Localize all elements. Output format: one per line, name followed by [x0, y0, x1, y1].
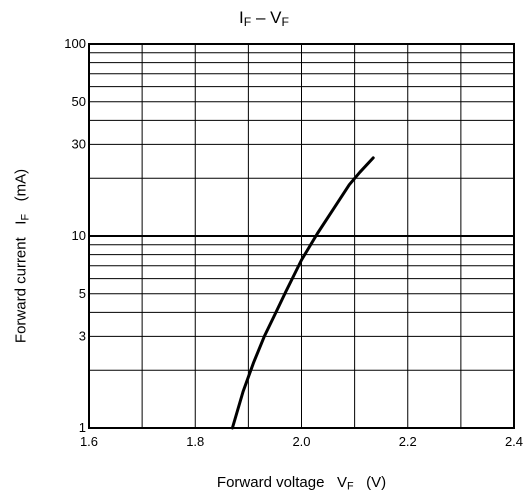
plot-frame [88, 43, 515, 429]
x-axis-label: Forward voltage VF (V) [216, 474, 387, 493]
y-tick-label: 30 [72, 136, 86, 151]
chart-title: IF – VF [239, 8, 289, 30]
y-tick-label: 5 [79, 286, 86, 301]
y-tick-label: 100 [64, 36, 86, 51]
x-tick-label: 2.4 [505, 434, 523, 449]
y-tick-label: 1 [79, 420, 86, 435]
y-tick-label: 10 [72, 228, 86, 243]
x-tick-label: 2.2 [399, 434, 417, 449]
y-tick-label: 3 [79, 328, 86, 343]
x-tick-label: 1.6 [80, 434, 98, 449]
x-tick-label: 1.8 [186, 434, 204, 449]
series-line [230, 156, 375, 430]
y-axis-label: Forward current IF (mA) [12, 168, 32, 344]
y-tick-label: 50 [72, 94, 86, 109]
x-tick-label: 2.0 [292, 434, 310, 449]
